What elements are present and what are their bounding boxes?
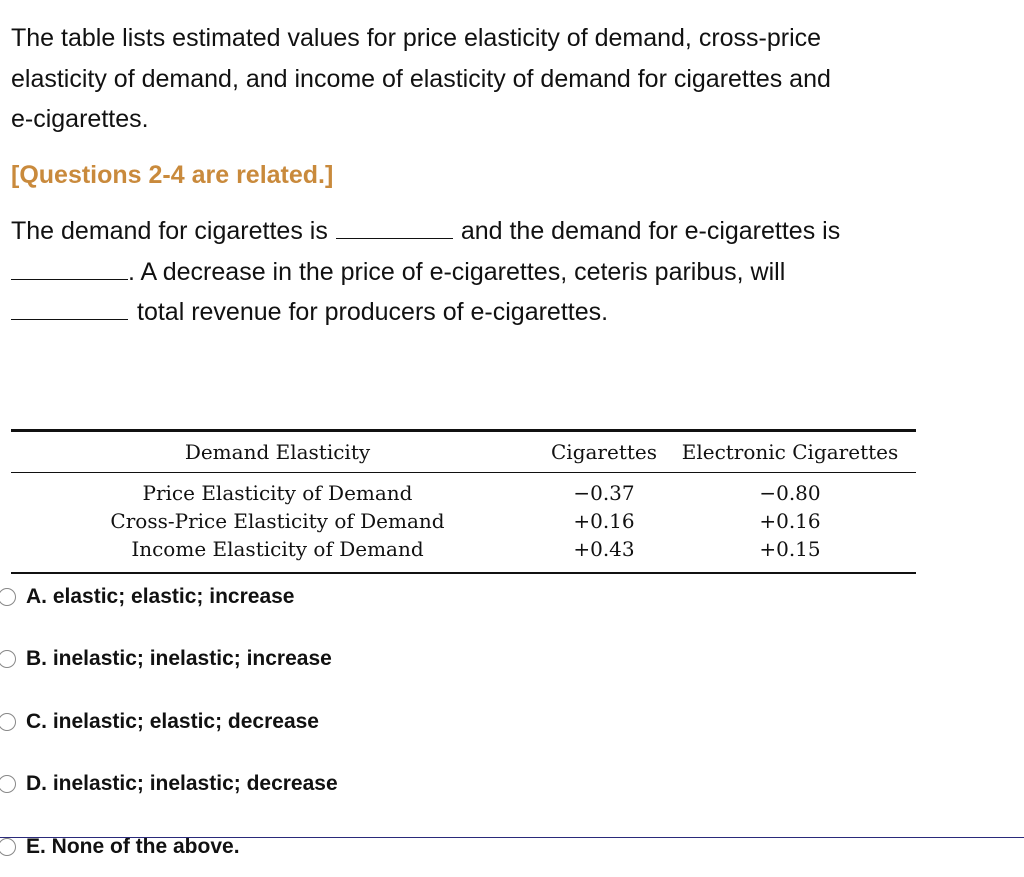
radio-button[interactable]: [0, 838, 16, 856]
table-header-rule: [11, 471, 916, 473]
cell-e-cigarettes: +0.16: [759, 508, 821, 533]
intro-line: The table lists estimated values for pri…: [11, 24, 822, 52]
answer-blank-2: [11, 257, 128, 280]
option-b[interactable]: B. inelastic; inelastic; increase: [0, 647, 332, 671]
table-header-row: Demand Elasticity Cigarettes Electronic …: [11, 432, 916, 472]
elasticity-table: Demand Elasticity Cigarettes Electronic …: [11, 429, 916, 574]
option-a[interactable]: A. elastic; elastic; increase: [0, 585, 294, 609]
option-label[interactable]: E. None of the above.: [26, 835, 240, 858]
header-cigarettes: Cigarettes: [551, 439, 657, 464]
table-body: Price Elasticity of Demand −0.37 −0.80 C…: [11, 473, 916, 572]
cell-cigarettes: −0.37: [573, 480, 635, 505]
section-divider: [0, 837, 1024, 838]
row-label: Income Elasticity of Demand: [131, 536, 424, 561]
table-top-rule: [11, 429, 916, 432]
option-e[interactable]: E. None of the above.: [0, 835, 240, 859]
option-c[interactable]: C. inelastic; elastic; decrease: [0, 710, 319, 734]
question-part-4: total revenue for producers of e-cigaret…: [137, 298, 609, 326]
answer-blank-1: [335, 216, 453, 239]
intro-line: elasticity of demand, and income of elas…: [11, 64, 831, 93]
radio-button[interactable]: [0, 650, 16, 668]
intro-line: e-cigarettes.: [11, 105, 149, 133]
question-line-2: . A decrease in the price of e-cigarette…: [11, 252, 840, 293]
option-label[interactable]: B. inelastic; inelastic; increase: [26, 647, 332, 670]
cell-e-cigarettes: +0.15: [759, 536, 821, 561]
cell-cigarettes: +0.43: [573, 536, 635, 561]
row-label: Price Elasticity of Demand: [142, 480, 413, 505]
table-row: Cross-Price Elasticity of Demand +0.16 +…: [11, 507, 916, 535]
row-label: Cross-Price Elasticity of Demand: [110, 508, 445, 533]
option-label[interactable]: A. elastic; elastic; increase: [26, 585, 295, 608]
related-questions-note: [Questions 2-4 are related.]: [11, 161, 334, 189]
table-row: Price Elasticity of Demand −0.37 −0.80: [11, 479, 916, 507]
question-part-3: . A decrease in the price of e-cigarette…: [128, 257, 786, 286]
question-line-3: total revenue for producers of e-cigaret…: [11, 292, 840, 333]
option-d[interactable]: D. inelastic; inelastic; decrease: [0, 772, 338, 796]
option-label[interactable]: C. inelastic; elastic; decrease: [26, 710, 319, 733]
question-part-1: The demand for cigarettes is: [11, 217, 328, 245]
table-row: Income Elasticity of Demand +0.43 +0.15: [11, 535, 916, 563]
cell-e-cigarettes: −0.80: [759, 480, 821, 505]
option-label[interactable]: D. inelastic; inelastic; decrease: [26, 772, 338, 795]
question-intro: The table lists estimated values for pri…: [11, 18, 1011, 140]
header-demand-elasticity: Demand Elasticity: [184, 439, 371, 464]
question-part-2: and the demand for e-cigarettes is: [460, 217, 841, 245]
table-bottom-rule: [11, 571, 916, 574]
radio-button[interactable]: [0, 775, 16, 793]
radio-button[interactable]: [0, 588, 16, 606]
answer-blank-3: [11, 297, 128, 320]
cell-cigarettes: +0.16: [573, 508, 635, 533]
question-line-1: The demand for cigarettes is and the dema…: [11, 211, 840, 252]
question-text: The demand for cigarettes is and the dema…: [11, 211, 840, 333]
header-electronic-cigarettes: Electronic Cigarettes: [681, 439, 899, 464]
radio-button[interactable]: [0, 713, 16, 731]
